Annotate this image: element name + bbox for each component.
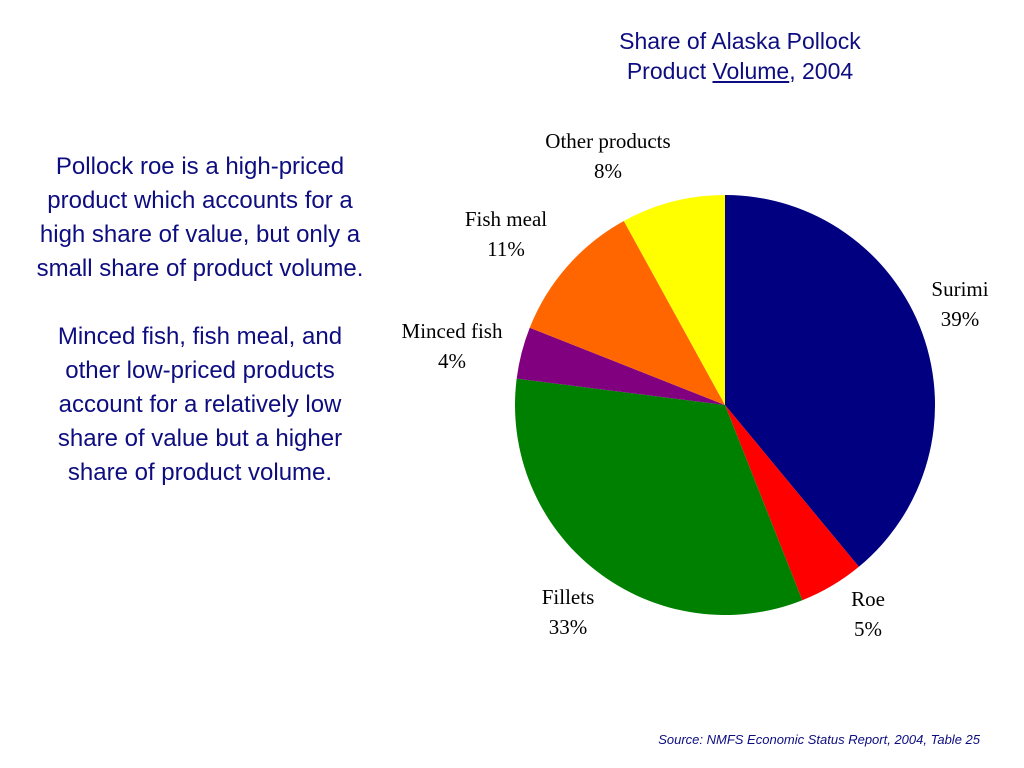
title-line-1: Share of Alaska Pollock [619,28,861,54]
slice-value-fish-meal: 11% [487,237,525,261]
slice-label-other-products: Other products [545,129,670,153]
slice-label-minced-fish: Minced fish [402,319,503,343]
pie-slice-surimi [725,195,936,567]
paragraph-roe: Pollock roe is a high-priced product whi… [36,153,364,282]
pie-slice-fish-meal [529,220,725,405]
slice-label-surimi: Surimi [931,277,988,301]
slice-label-fillets: Fillets [542,585,595,609]
title-underlined-word: Volume [712,58,790,84]
pie-labels: Surimi 39% Roe 5% Fillets 33% Minced fish 4% Fis… [402,129,989,641]
title-prefix: Product [626,58,713,84]
title-suffix: , 2004 [789,58,854,84]
slice-value-surimi: 39% [941,307,980,331]
pie-slices [515,195,936,615]
pie-slice-roe [725,405,859,601]
slice-value-minced-fish: 4% [438,349,466,373]
source-note: Source: NMFS Economic Status Report, 200… [658,732,980,747]
title-line-2: Product Volume, 2004 [560,56,920,86]
pie-slice-fillets [515,378,803,615]
pie-slice-other-products [623,195,725,405]
explanatory-text: Pollock roe is a high-priced product whi… [30,150,370,524]
paragraph-low-priced: Minced fish, fish meal, and other low-pr… [57,323,343,486]
slice-label-roe: Roe [851,587,885,611]
pie-slice-minced-fish [516,327,725,405]
slice-label-fish-meal: Fish meal [465,207,547,231]
slice-value-fillets: 33% [549,615,588,639]
chart-title: Share of Alaska Pollock Product Volume, … [560,26,920,86]
slice-value-roe: 5% [854,617,882,641]
slice-value-other-products: 8% [594,159,622,183]
